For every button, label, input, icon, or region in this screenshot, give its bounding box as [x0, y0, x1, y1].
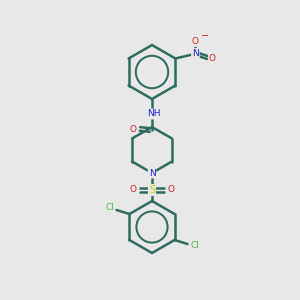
Text: O: O [130, 124, 136, 134]
Text: O: O [167, 185, 175, 194]
Text: Cl: Cl [105, 203, 114, 212]
Text: −: − [201, 32, 209, 41]
Text: NH: NH [147, 110, 161, 118]
Text: O: O [192, 37, 199, 46]
Text: N: N [192, 49, 199, 58]
Text: N: N [148, 169, 155, 178]
Text: Cl: Cl [190, 242, 199, 250]
Text: O: O [130, 185, 136, 194]
Text: S: S [149, 185, 155, 195]
Text: O: O [209, 54, 216, 63]
